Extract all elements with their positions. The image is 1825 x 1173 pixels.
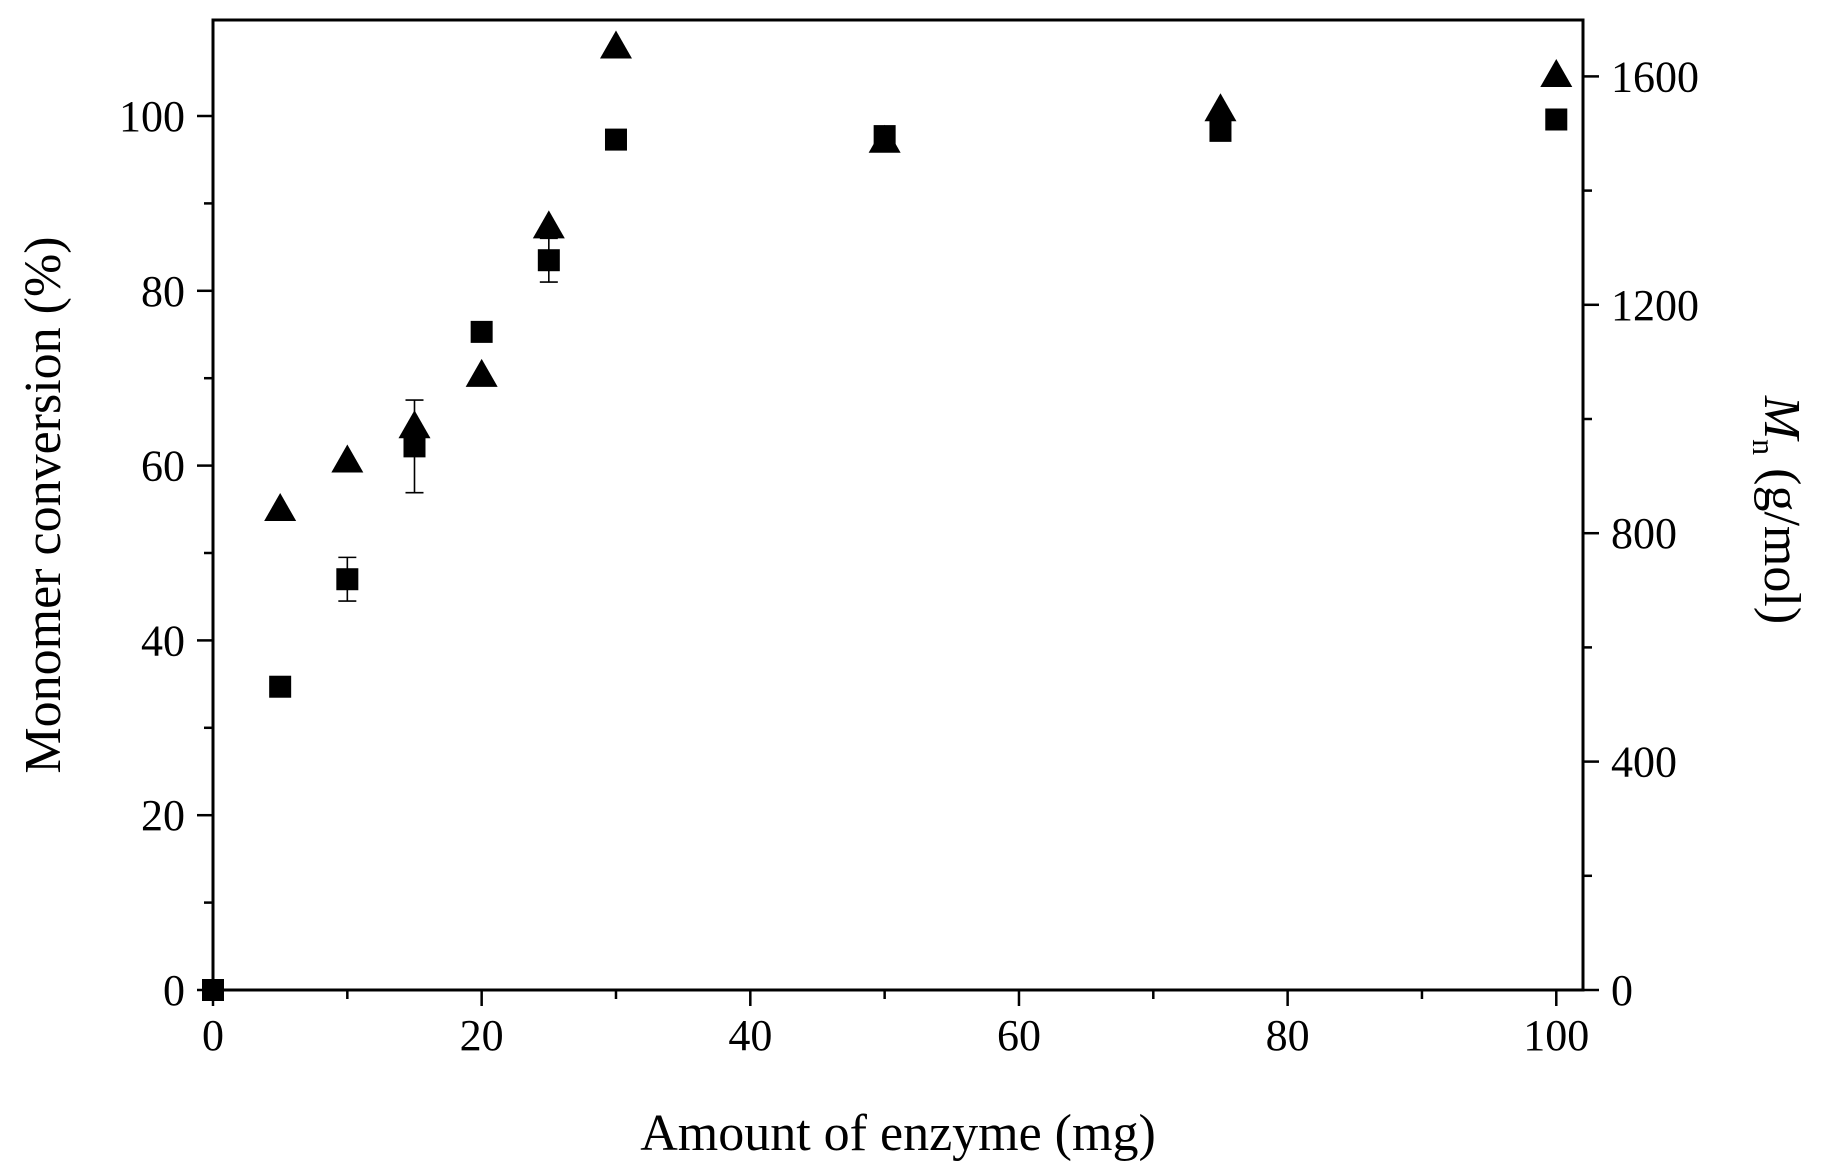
square-marker [470,320,493,343]
y2-tick-label: 0 [1611,966,1633,1015]
y-tick-label: 80 [141,267,185,316]
x-tick-label: 80 [1266,1011,1310,1060]
square-marker [537,249,560,272]
y2-tick-label: 1200 [1611,281,1699,330]
x-tick-label: 60 [997,1011,1041,1060]
triangle-marker [398,410,431,439]
triangle-marker [264,493,297,521]
triangle-marker [465,358,498,387]
y2-axis-title-sub: n [1746,439,1782,455]
triangle-marker [868,124,901,153]
y-tick-label: 0 [163,966,185,1015]
square-marker [1209,119,1232,142]
triangle-marker [599,30,632,59]
y2-axis-ticks: 0 400 800 1200 1600 [1583,52,1699,1015]
square-marker [202,979,224,1001]
data-markers [202,30,1573,1001]
x-axis-ticks: 0 20 40 60 80 100 [202,990,1589,1060]
x-tick-label: 40 [728,1011,772,1060]
y-axis-ticks: 0 20 40 60 80 100 [119,92,213,1015]
y-tick-label: 60 [141,442,185,491]
x-tick-label: 0 [202,1011,224,1060]
x-axis-title: Amount of enzyme (mg) [640,1105,1156,1162]
y-tick-label: 20 [141,791,185,840]
triangle-marker [1204,93,1237,122]
triangle-marker [532,210,565,239]
square-marker [1545,108,1568,131]
y2-tick-label: 1600 [1611,52,1699,101]
square-marker [336,568,359,591]
square-marker [604,128,627,151]
y-tick-label: 100 [119,92,185,141]
triangle-marker [331,444,364,473]
y2-tick-label: 400 [1611,738,1677,787]
y-tick-label: 40 [141,616,185,665]
square-marker [403,435,426,458]
y2-axis-title-main: M [1753,395,1810,442]
x-tick-label: 20 [460,1011,504,1060]
y-axis-title: Monomer conversion (%) [15,236,72,773]
y2-tick-label: 800 [1611,509,1677,558]
square-marker [269,675,292,698]
y2-axis-title-rest: (g/mol) [1753,455,1810,624]
x-tick-label: 100 [1523,1011,1589,1060]
y2-axis-title: Mn (g/mol) [1746,395,1810,624]
plot-frame [211,18,1585,992]
error-bars [271,125,1230,695]
triangle-marker [1540,59,1573,88]
